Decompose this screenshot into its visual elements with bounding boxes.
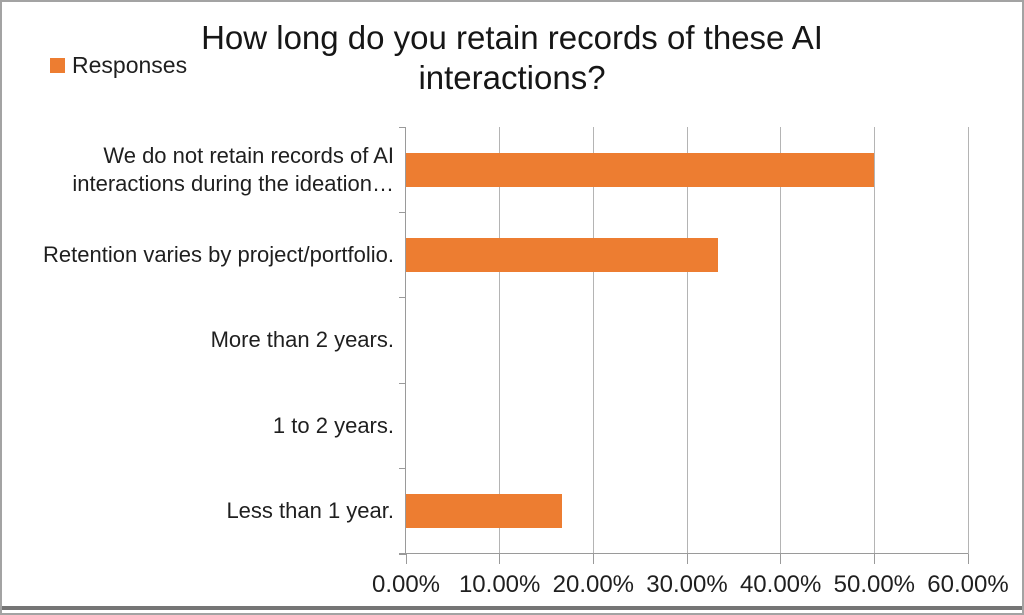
- gridline: [686, 127, 688, 554]
- x-axis-tick: [592, 554, 594, 564]
- chart-title: How long do you retain records of these …: [201, 19, 823, 96]
- x-axis-tick: [873, 554, 875, 564]
- gridline: [780, 127, 782, 554]
- legend-swatch-icon: [50, 58, 65, 73]
- y-axis-tick: [399, 468, 406, 470]
- category-label: We do not retain records of AI interacti…: [72, 142, 394, 196]
- bar: [406, 238, 719, 273]
- legend: Responses: [50, 52, 187, 79]
- gridline: [592, 127, 594, 554]
- x-axis-tick-label: 20.00%: [552, 571, 635, 598]
- y-axis-tick: [399, 382, 406, 384]
- y-axis-line: [405, 127, 406, 554]
- y-axis-tick: [399, 211, 406, 213]
- x-axis-tick: [499, 554, 501, 564]
- category-label: Retention varies by project/portfolio.: [43, 242, 394, 268]
- category-label: More than 2 years.: [210, 327, 394, 353]
- x-axis-tick-label: 10.00%: [458, 571, 541, 598]
- x-axis-tick: [405, 554, 407, 564]
- x-axis-tick: [780, 554, 782, 564]
- frame-bottom-border: [2, 606, 1022, 610]
- x-axis-tick-label: 50.00%: [833, 571, 916, 598]
- category-label: 1 to 2 years.: [272, 412, 394, 438]
- bar: [406, 152, 875, 187]
- category-label: Less than 1 year.: [226, 498, 394, 524]
- y-axis-tick: [399, 126, 406, 128]
- x-axis-tick-label: 0.00%: [371, 571, 441, 598]
- gridline: [499, 127, 501, 554]
- y-axis-tick: [399, 297, 406, 299]
- x-axis-line: [399, 553, 968, 554]
- y-axis-tick: [399, 553, 406, 555]
- x-axis-tick: [967, 554, 969, 564]
- gridline: [967, 127, 969, 554]
- gridline: [873, 127, 875, 554]
- x-axis-tick: [686, 554, 688, 564]
- legend-label: Responses: [72, 52, 188, 78]
- x-axis-tick-label: 30.00%: [646, 571, 728, 598]
- bar: [406, 494, 563, 529]
- x-axis-tick-label: 60.00%: [927, 571, 1009, 598]
- x-axis-tick-label: 40.00%: [739, 571, 822, 598]
